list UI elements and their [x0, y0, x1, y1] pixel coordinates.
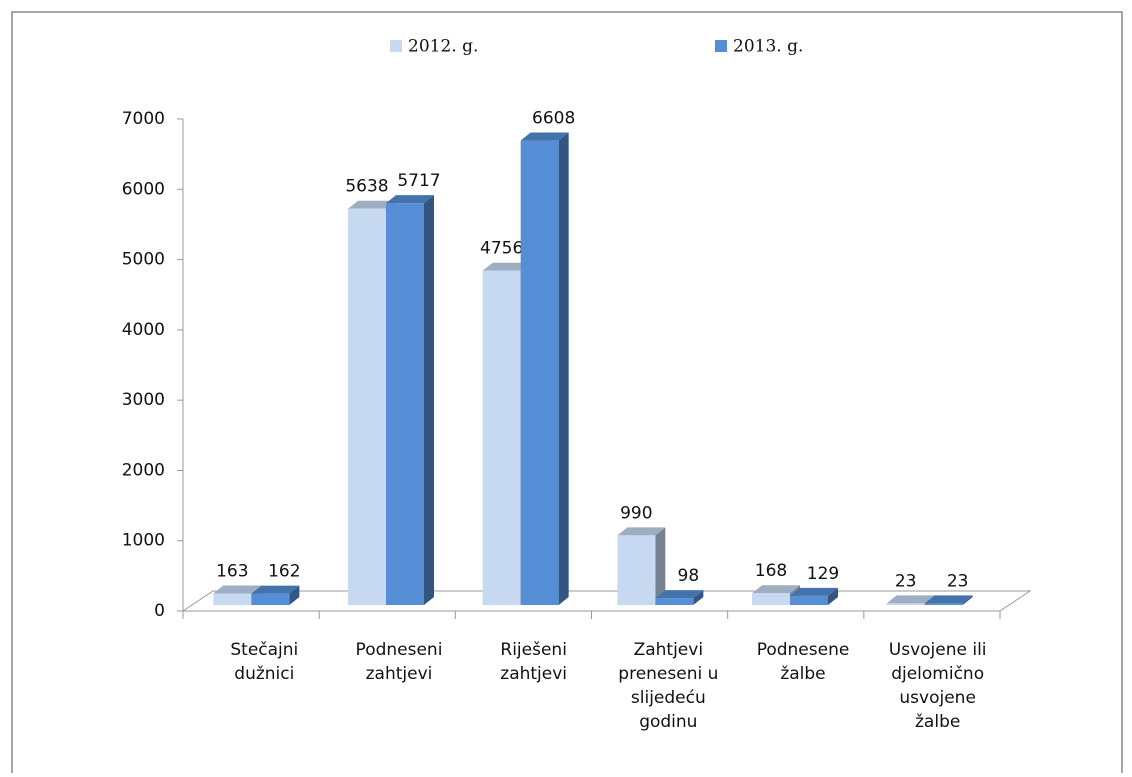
frame: [11, 11, 1123, 773]
value-label: 129: [807, 564, 839, 584]
x-tick-label: Stečajni dužnici: [230, 640, 298, 684]
value-label: 5638: [345, 177, 388, 197]
bar-side: [655, 527, 666, 605]
value-label: 5717: [397, 171, 440, 191]
value-label: 168: [755, 561, 787, 581]
value-label: 6608: [532, 109, 575, 129]
value-label: 23: [947, 571, 969, 591]
bar-top: [213, 585, 262, 594]
legend-swatch: [715, 40, 727, 52]
bar: [655, 598, 694, 605]
bar-top: [924, 595, 973, 604]
bar-top: [886, 595, 935, 604]
legend-label: 2013. g.: [733, 37, 803, 57]
bar-side: [558, 132, 569, 605]
bar: [213, 593, 252, 605]
bar-top: [617, 527, 666, 536]
bar-side: [289, 585, 300, 605]
y-tick-label: 7000: [122, 109, 165, 129]
bar: [386, 203, 424, 605]
bar: [520, 140, 559, 605]
value-label: 4756: [480, 239, 523, 259]
y-tick-label: 0: [154, 601, 165, 621]
bar: [886, 603, 925, 605]
x-tick-label: Podnesene žalbe: [757, 640, 850, 684]
bar: [482, 270, 521, 605]
bar: [348, 208, 386, 606]
y-tick-label: 1000: [122, 531, 165, 551]
bar: [617, 535, 656, 605]
value-label: 163: [216, 562, 248, 582]
bar: [752, 593, 790, 605]
bar-side: [828, 587, 838, 605]
legend-label: 2012. g.: [408, 37, 478, 57]
bar-top: [520, 132, 569, 141]
bar-top: [386, 195, 434, 204]
bar-top: [251, 585, 300, 594]
x-tick-label: Podneseni zahtjevi: [356, 640, 443, 684]
bar-side: [962, 595, 973, 605]
value-label: 162: [268, 562, 300, 582]
y-tick-label: 3000: [122, 390, 165, 410]
bar-top: [752, 585, 800, 594]
y-tick-label: 6000: [122, 179, 165, 199]
bar: [924, 603, 963, 605]
bar-top: [482, 262, 531, 271]
y-tick-label: 5000: [122, 250, 165, 270]
value-label: 23: [895, 571, 917, 591]
value-label: 990: [620, 503, 652, 523]
x-tick-label: Zahtjevi preneseni u slijedeću godinu: [618, 640, 718, 732]
bar-side: [693, 590, 704, 605]
bar-side: [424, 195, 434, 605]
value-label: 98: [678, 566, 700, 586]
bar: [790, 595, 828, 605]
bar: [251, 593, 290, 605]
y-tick-label: 4000: [122, 320, 165, 340]
x-tick-label: Usvojene ili djelomično usvojene žalbe: [889, 640, 987, 732]
bar-top: [655, 590, 704, 599]
x-tick-label: Riješeni zahtjevi: [500, 640, 567, 684]
bar-top: [348, 200, 396, 209]
legend-swatch: [390, 40, 402, 52]
y-tick-label: 2000: [122, 460, 165, 480]
bar-top: [790, 587, 838, 596]
